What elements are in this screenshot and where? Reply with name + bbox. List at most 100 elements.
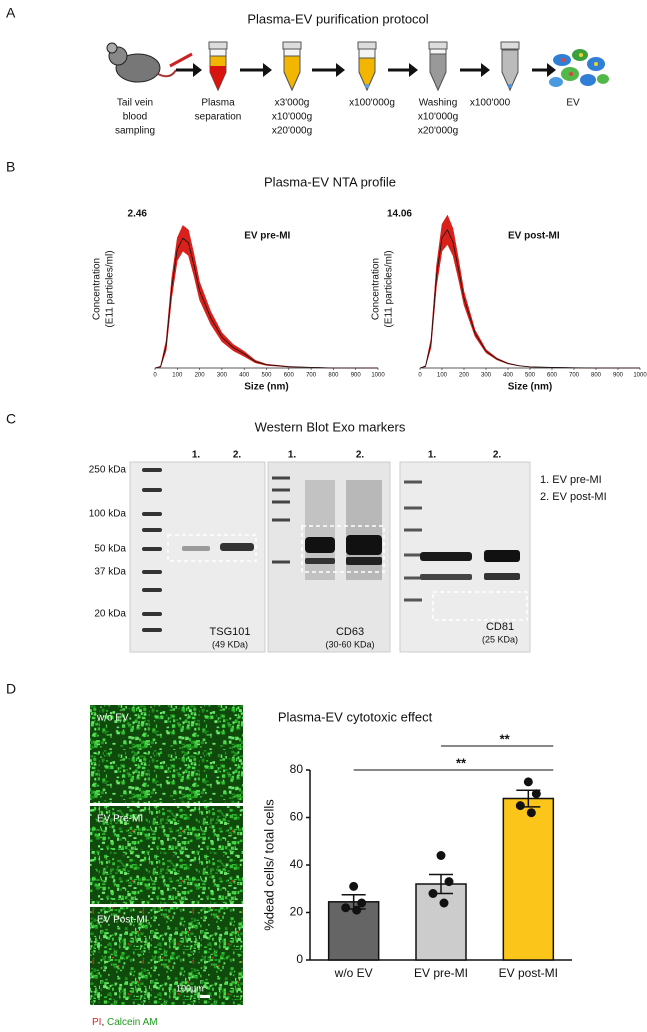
ladder-band bbox=[272, 518, 290, 522]
caption-part: Calcein AM bbox=[107, 1017, 158, 1028]
legend-label: EV pre-MI bbox=[244, 231, 290, 242]
ladder-band bbox=[142, 588, 162, 592]
panel-title: Plasma-EV purification protocol bbox=[247, 11, 428, 26]
panel-label: D bbox=[6, 681, 16, 697]
step-label: x100'000 bbox=[470, 98, 511, 109]
x-axis-label: Size (nm) bbox=[508, 382, 552, 393]
tube-liquid bbox=[429, 53, 447, 92]
micrograph bbox=[90, 705, 243, 803]
ladder-label: 100 kDa bbox=[89, 509, 127, 520]
y-tick-label: 0 bbox=[296, 952, 303, 966]
ladder-band bbox=[272, 560, 290, 564]
x-tick-label: 300 bbox=[481, 373, 492, 379]
data-point bbox=[523, 777, 533, 787]
x-tick-label: w/o EV bbox=[334, 966, 373, 980]
x-tick-label: 1000 bbox=[371, 373, 385, 379]
tube-liquid bbox=[283, 55, 301, 92]
image-label: EV Pre-MI bbox=[97, 814, 143, 825]
mean-line bbox=[154, 237, 378, 369]
band bbox=[182, 546, 210, 551]
ladder-band bbox=[404, 576, 422, 580]
lane-label: 2. bbox=[356, 450, 365, 461]
ladder-band bbox=[272, 488, 290, 492]
caption-part: PI bbox=[92, 1017, 101, 1028]
micrograph bbox=[90, 806, 243, 904]
x-tick-label: 700 bbox=[306, 373, 317, 379]
ladder-band bbox=[404, 506, 422, 510]
ladder-label: 37 kDa bbox=[94, 567, 126, 578]
panel-label: A bbox=[6, 5, 16, 21]
step-label: sampling bbox=[115, 126, 155, 137]
y-axis-label: (E11 particles/ml) bbox=[384, 250, 395, 327]
arrow-head bbox=[481, 63, 490, 77]
ladder-band bbox=[142, 612, 162, 616]
y-tick-label: 60 bbox=[290, 810, 304, 824]
roi-box bbox=[167, 534, 257, 562]
y-tick-label: 20 bbox=[290, 905, 304, 919]
tube-cap bbox=[282, 41, 302, 50]
step-label: x20'000g bbox=[418, 126, 458, 137]
band bbox=[484, 573, 520, 580]
y-axis-label: %dead cells/ total cells bbox=[261, 799, 276, 931]
caption-part: , bbox=[101, 1017, 107, 1028]
data-point bbox=[515, 801, 525, 811]
tube-liquid bbox=[210, 66, 226, 90]
step-label: x20'000g bbox=[272, 126, 312, 137]
arrow-head bbox=[409, 63, 418, 77]
panel-title: Plasma-EV NTA profile bbox=[264, 174, 396, 189]
x-tick-label: 300 bbox=[217, 373, 228, 379]
tube-cap bbox=[357, 41, 377, 50]
panel-label: C bbox=[6, 411, 16, 427]
band bbox=[305, 537, 335, 553]
legend-label: EV post-MI bbox=[508, 231, 560, 242]
mouse-icon bbox=[106, 42, 193, 83]
mean-line bbox=[419, 228, 640, 369]
stain-caption: PI, Calcein AM bbox=[92, 1017, 158, 1028]
blot-membrane bbox=[129, 461, 266, 653]
x-tick-label: 0 bbox=[418, 373, 422, 379]
tube-cap bbox=[428, 41, 448, 50]
x-tick-label: 500 bbox=[261, 373, 272, 379]
x-tick-label: EV post-MI bbox=[499, 966, 558, 980]
ladder-label: 20 kDa bbox=[94, 609, 126, 620]
step-label: x10'000g bbox=[418, 112, 458, 123]
x-tick-label: 200 bbox=[195, 373, 206, 379]
y-axis-label: Concentration bbox=[92, 258, 103, 320]
lane-label: 1. bbox=[192, 450, 201, 461]
y-tick-label: 2.46 bbox=[128, 209, 148, 220]
x-tick-label: 200 bbox=[459, 373, 470, 379]
step-label: x3'000g bbox=[275, 98, 310, 109]
band bbox=[420, 552, 472, 561]
y-tick-label: 40 bbox=[290, 857, 304, 871]
x-tick-label: 0 bbox=[153, 373, 157, 379]
data-point bbox=[341, 903, 351, 913]
step-label: x10'000g bbox=[272, 112, 312, 123]
roi-box bbox=[301, 525, 385, 573]
x-tick-label: 900 bbox=[351, 373, 362, 379]
arrow-head bbox=[263, 63, 272, 77]
bar bbox=[415, 883, 467, 961]
arrow-head bbox=[193, 63, 202, 77]
ladder-band bbox=[404, 528, 422, 532]
ladder-band bbox=[404, 553, 422, 557]
step-label: EV bbox=[566, 98, 580, 109]
x-tick-label: 1000 bbox=[633, 373, 647, 379]
legend-label: 1. EV pre-MI bbox=[540, 474, 602, 486]
ladder-band bbox=[142, 488, 162, 492]
smear bbox=[305, 480, 335, 580]
blot-name: CD81 bbox=[486, 621, 514, 633]
ladder-label: 50 kDa bbox=[94, 544, 126, 555]
x-tick-label: 400 bbox=[239, 373, 250, 379]
micrograph bbox=[90, 907, 243, 1005]
blot-size: (49 KDa) bbox=[212, 639, 248, 649]
error-band bbox=[154, 225, 378, 369]
x-tick-label: 500 bbox=[525, 373, 536, 379]
ev-icon bbox=[549, 49, 609, 87]
step-label: Tail vein bbox=[117, 98, 153, 109]
significance-label: ** bbox=[456, 755, 467, 770]
x-tick-label: 600 bbox=[547, 373, 558, 379]
blot-size: (30-60 KDa) bbox=[325, 639, 374, 649]
blot-name: CD63 bbox=[336, 626, 364, 638]
ladder-band bbox=[142, 547, 162, 551]
